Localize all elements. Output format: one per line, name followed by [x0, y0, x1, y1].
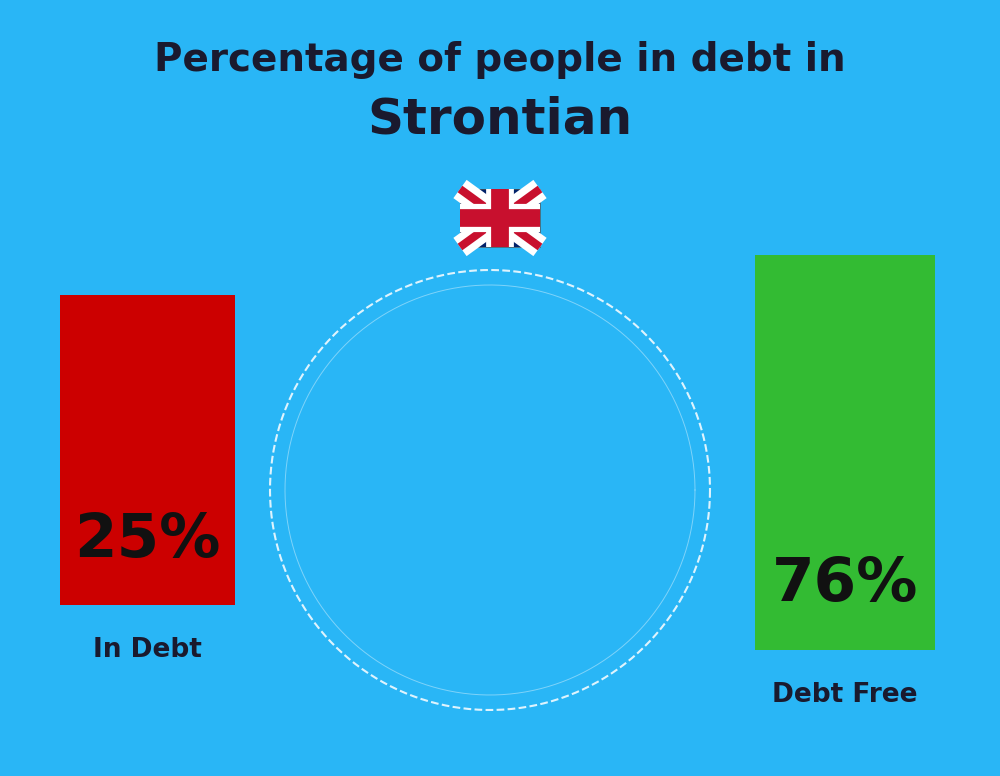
Text: Strontian: Strontian: [367, 96, 633, 144]
FancyBboxPatch shape: [60, 295, 235, 605]
Text: In Debt: In Debt: [93, 637, 202, 663]
FancyBboxPatch shape: [460, 189, 540, 247]
Text: 25%: 25%: [74, 511, 221, 570]
Text: 76%: 76%: [772, 556, 918, 615]
FancyBboxPatch shape: [755, 255, 935, 650]
Text: Debt Free: Debt Free: [772, 682, 918, 708]
Text: Percentage of people in debt in: Percentage of people in debt in: [154, 41, 846, 79]
